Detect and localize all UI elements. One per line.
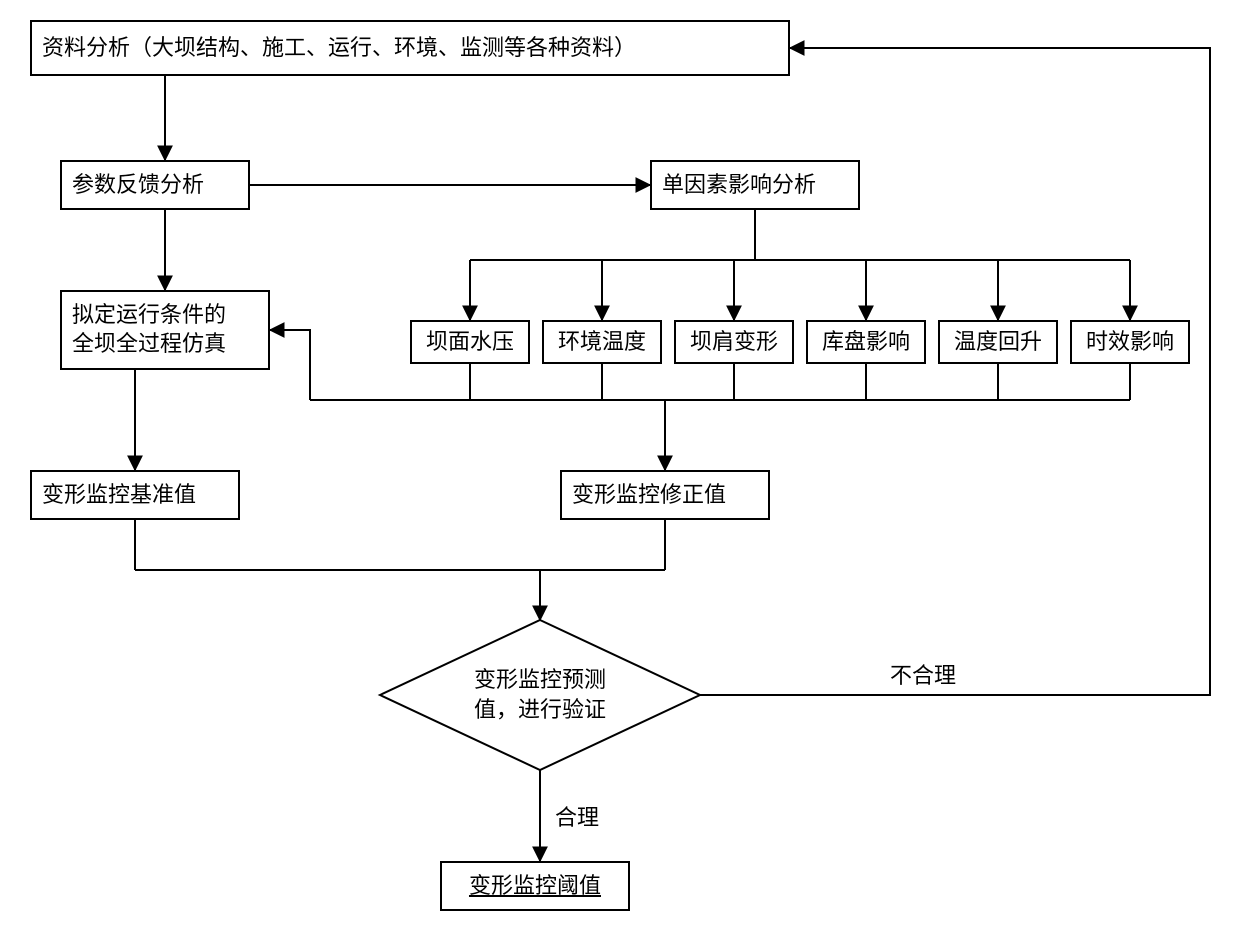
node-factor-abutment-deformation: 坝肩变形 [674,320,794,364]
edge-label-reasonable: 合理 [555,800,599,832]
node-factor-time-effect: 时效影响 [1070,320,1190,364]
node-label-line2: 全坝全过程仿真 [72,330,226,359]
node-factor-reservoir-basin: 库盘影响 [806,320,926,364]
node-decision-verify: 变形监控预测 值，进行验证 [380,620,700,770]
node-label: 单因素影响分析 [662,171,816,200]
node-label: 变形监控基准值 [42,481,196,510]
node-label: 变形监控修正值 [572,481,726,510]
node-data-analysis: 资料分析（大坝结构、施工、运行、环境、监测等各种资料） [30,20,790,76]
node-threshold: 变形监控阈值 [440,861,630,911]
node-label: 坝面水压 [426,328,514,357]
node-label: 变形监控阈值 [469,872,601,901]
node-label: 坝肩变形 [690,328,778,357]
decision-label-line1: 变形监控预测 [474,665,606,695]
node-param-feedback: 参数反馈分析 [60,160,250,210]
node-label: 资料分析（大坝结构、施工、运行、环境、监测等各种资料） [42,34,636,63]
decision-label-line2: 值，进行验证 [474,695,606,725]
edge-label-unreasonable: 不合理 [890,658,956,690]
node-full-simulation: 拟定运行条件的 全坝全过程仿真 [60,290,270,370]
node-label: 时效影响 [1086,328,1174,357]
node-label: 温度回升 [954,328,1042,357]
edges-layer [0,0,1240,926]
node-single-factor: 单因素影响分析 [650,160,860,210]
node-label: 环境温度 [558,328,646,357]
node-label: 参数反馈分析 [72,171,204,200]
node-factor-temperature-recovery: 温度回升 [938,320,1058,364]
node-baseline-value: 变形监控基准值 [30,470,240,520]
node-label-line1: 拟定运行条件的 [72,301,226,330]
flowchart-canvas: 资料分析（大坝结构、施工、运行、环境、监测等各种资料） 参数反馈分析 单因素影响… [0,0,1240,926]
node-factor-env-temperature: 环境温度 [542,320,662,364]
node-label: 库盘影响 [822,328,910,357]
node-factor-dam-face-pressure: 坝面水压 [410,320,530,364]
node-correction-value: 变形监控修正值 [560,470,770,520]
